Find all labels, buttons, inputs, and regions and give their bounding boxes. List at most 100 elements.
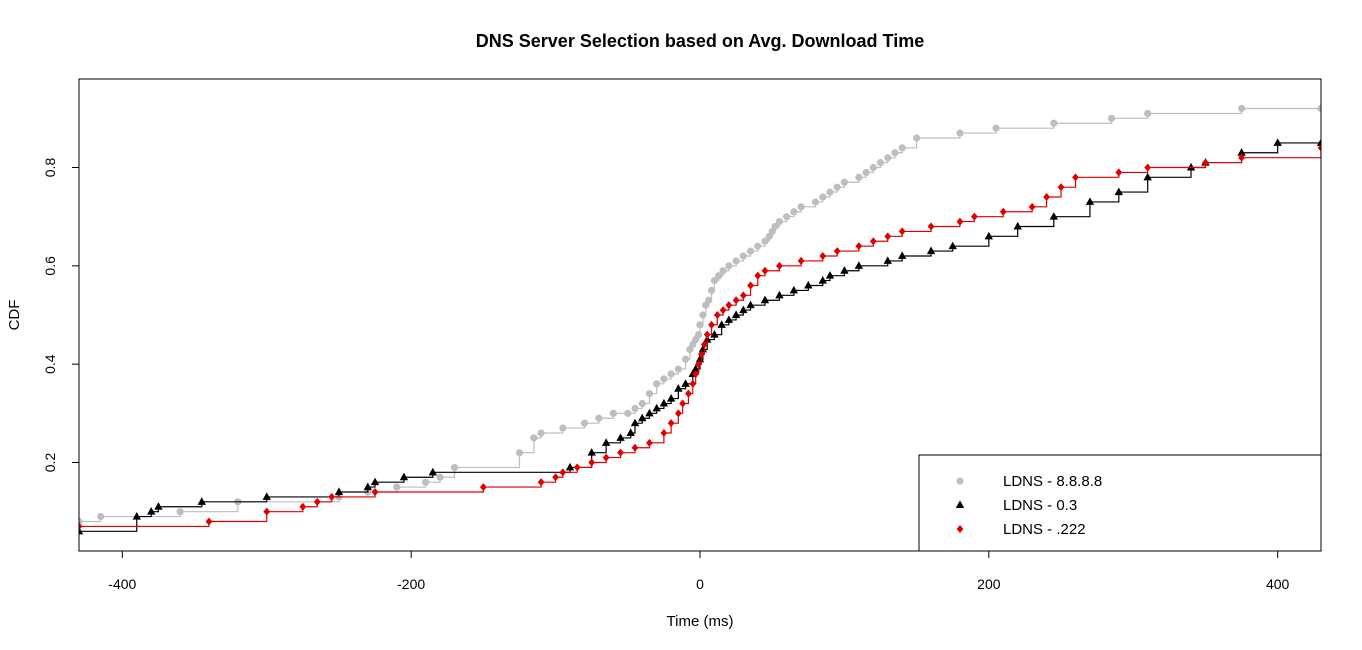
data-point: [992, 124, 1000, 132]
data-point: [897, 251, 907, 259]
data-point: [674, 384, 683, 392]
data-point: [197, 497, 206, 505]
data-point: [602, 453, 610, 462]
data-point: [804, 280, 813, 289]
data-point: [79, 522, 83, 531]
data-point: [1144, 163, 1152, 172]
data-point: [696, 321, 704, 329]
data-point: [1238, 153, 1245, 162]
data-point: [313, 497, 321, 506]
data-point: [1043, 193, 1051, 201]
data-point: [854, 261, 864, 269]
data-point: [790, 208, 798, 216]
data-point: [705, 296, 713, 304]
legend-label: LDNS - 8.8.8.8: [1003, 473, 1102, 490]
data-point: [537, 429, 545, 437]
data-point: [1057, 183, 1065, 192]
data-point: [883, 256, 892, 264]
data-point: [717, 320, 726, 328]
data-point: [147, 507, 156, 515]
data-point: [667, 419, 675, 428]
data-point: [479, 483, 487, 492]
data-point: [328, 492, 336, 501]
legend-marker: [956, 525, 964, 533]
data-point: [176, 508, 184, 516]
legend-entry: LDNS - 0.3: [955, 497, 1077, 514]
data-point: [530, 434, 538, 442]
data-point: [724, 315, 734, 323]
x-axis-label: Time (ms): [667, 613, 734, 630]
data-point: [862, 168, 870, 177]
data-point: [819, 193, 827, 201]
data-point: [638, 399, 646, 408]
data-point: [695, 360, 702, 369]
data-point: [710, 330, 719, 338]
data-point: [617, 448, 624, 457]
data-point: [725, 262, 733, 270]
data-point: [825, 271, 835, 279]
data-point: [587, 448, 596, 456]
data-point: [970, 212, 978, 221]
data-point: [645, 390, 654, 398]
data-point: [399, 472, 409, 481]
data-point: [789, 285, 799, 294]
data-point: [948, 241, 957, 250]
data-point: [708, 320, 715, 329]
data-point: [436, 473, 444, 481]
data-point: [840, 178, 849, 186]
data-point: [775, 290, 784, 299]
data-point: [869, 237, 877, 246]
x-axis: -400 -200 0 200 400: [108, 551, 1290, 592]
data-point: [679, 399, 687, 408]
data-point: [689, 379, 697, 388]
data-point: [775, 217, 784, 226]
data-point: [1107, 114, 1116, 122]
x-tick-label: -400: [108, 576, 136, 592]
data-point: [79, 517, 83, 526]
data-point: [626, 428, 635, 436]
data-point: [833, 247, 841, 256]
series-1: [79, 104, 1321, 526]
data-point: [840, 266, 849, 274]
data-point: [754, 271, 762, 280]
x-tick-label: 0: [696, 576, 704, 592]
legend-items: LDNS - 8.8.8.8 LDNS - 0.3 LDNS - .222: [955, 473, 1102, 538]
data-point: [739, 252, 747, 260]
data-point: [855, 242, 863, 251]
data-point: [559, 424, 567, 432]
data-point: [580, 419, 589, 427]
data-point: [692, 370, 700, 378]
data-point: [1186, 162, 1196, 171]
data-point: [616, 433, 625, 441]
series-step-line: [79, 142, 1321, 532]
data-point: [154, 502, 163, 510]
data-point: [884, 232, 892, 241]
data-point: [1072, 173, 1079, 182]
data-point: [719, 306, 727, 315]
y-tick-label: 0.8: [42, 158, 58, 178]
data-point: [681, 379, 690, 387]
data-point: [869, 163, 877, 172]
data-point: [956, 217, 964, 226]
data-point: [818, 275, 827, 284]
data-point: [653, 380, 661, 388]
data-point: [450, 463, 459, 472]
data-point: [681, 355, 690, 363]
data-point: [739, 305, 748, 314]
legend-marker: [955, 500, 965, 508]
data-point: [884, 154, 892, 162]
data-point: [371, 488, 379, 496]
data-point: [659, 398, 669, 407]
data-point: [732, 296, 740, 305]
y-tick-label: 0.2: [42, 453, 58, 473]
data-point: [826, 188, 834, 196]
y-axis: 0.2 0.4 0.6 0.8: [42, 158, 79, 473]
data-point: [646, 438, 653, 447]
data-point: [1237, 104, 1246, 113]
data-point: [1013, 221, 1022, 230]
data-point: [667, 370, 675, 378]
data-point: [699, 311, 707, 319]
legend-box: [918, 454, 1322, 552]
legend-label: LDNS - .222: [1003, 521, 1086, 538]
data-point: [631, 443, 639, 452]
